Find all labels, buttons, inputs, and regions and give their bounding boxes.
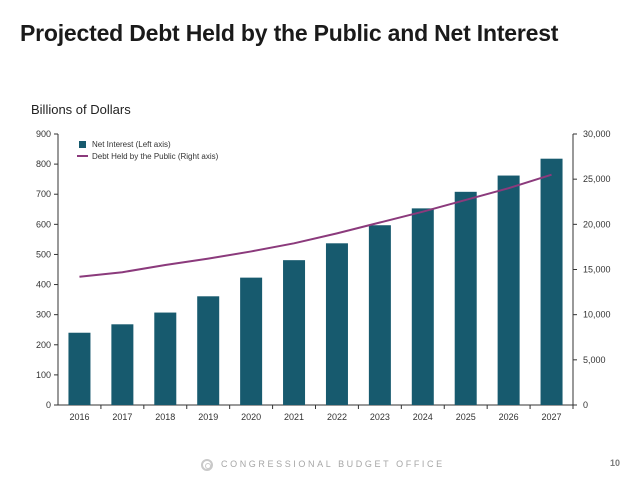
x-tick-label: 2017: [112, 412, 132, 422]
x-tick-label: 2018: [155, 412, 175, 422]
right-tick-label: 5,000: [583, 355, 606, 365]
right-tick-label: 30,000: [583, 129, 611, 139]
legend-swatch-net-interest: [79, 141, 86, 148]
x-tick-label: 2027: [542, 412, 562, 422]
x-tick-label: 2026: [499, 412, 519, 422]
net-interest-bar: [111, 324, 134, 405]
right-tick-label: 15,000: [583, 265, 611, 275]
net-interest-bar: [68, 332, 91, 405]
footer: CONGRESSIONAL BUDGET OFFICE 10: [0, 458, 638, 479]
net-interest-bar: [154, 312, 177, 405]
x-tick-label: 2022: [327, 412, 347, 422]
left-tick-label: 900: [36, 129, 51, 139]
right-tick-label: 0: [583, 400, 588, 410]
left-tick-label: 700: [36, 189, 51, 199]
legend-label-debt: Debt Held by the Public (Right axis): [92, 152, 219, 161]
net-interest-bar: [411, 208, 434, 405]
right-tick-label: 20,000: [583, 219, 611, 229]
footer-org: CONGRESSIONAL BUDGET OFFICE: [221, 459, 445, 469]
right-tick-label: 10,000: [583, 310, 611, 320]
x-tick-label: 2025: [456, 412, 476, 422]
net-interest-bar: [197, 296, 220, 405]
x-tick-label: 2021: [284, 412, 304, 422]
slide-title: Projected Debt Held by the Public and Ne…: [20, 20, 559, 46]
x-tick-label: 2023: [370, 412, 390, 422]
net-interest-bar: [540, 158, 563, 405]
cbo-logo-icon: [201, 459, 213, 471]
left-tick-label: 200: [36, 340, 51, 350]
net-interest-bar: [240, 277, 263, 405]
left-tick-label: 300: [36, 310, 51, 320]
units-label: Billions of Dollars: [31, 102, 131, 117]
x-tick-label: 2024: [413, 412, 433, 422]
net-interest-bar: [497, 175, 520, 405]
net-interest-bar: [283, 260, 306, 405]
x-tick-label: 2020: [241, 412, 261, 422]
left-tick-label: 800: [36, 159, 51, 169]
left-tick-label: 500: [36, 249, 51, 259]
x-tick-label: 2019: [198, 412, 218, 422]
net-interest-bar: [368, 225, 391, 405]
left-tick-label: 100: [36, 370, 51, 380]
debt-held-by-public-line: [79, 173, 552, 278]
page-number: 10: [610, 458, 621, 468]
legend-label-net-interest: Net Interest (Left axis): [92, 140, 171, 149]
right-tick-label: 25,000: [583, 174, 611, 184]
left-tick-label: 0: [46, 400, 51, 410]
net-interest-bar: [325, 243, 348, 405]
left-tick-label: 400: [36, 280, 51, 290]
left-tick-label: 600: [36, 219, 51, 229]
net-interest-bar: [454, 191, 477, 405]
x-tick-label: 2016: [69, 412, 89, 422]
